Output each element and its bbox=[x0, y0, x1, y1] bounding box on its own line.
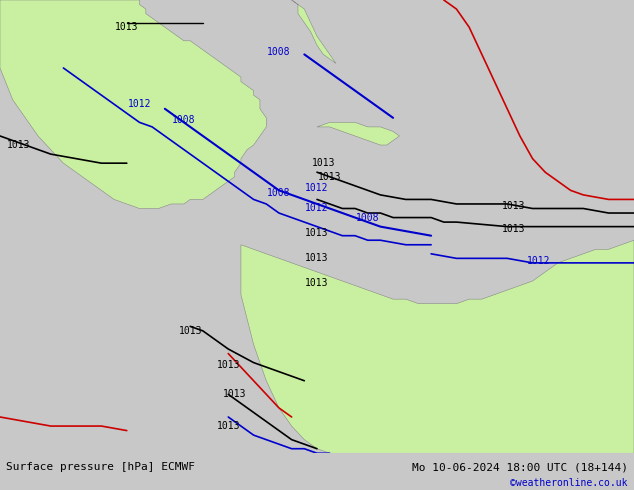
Polygon shape bbox=[317, 122, 399, 145]
Text: 1013: 1013 bbox=[501, 201, 526, 211]
Text: 1008: 1008 bbox=[267, 47, 291, 57]
Text: 1013: 1013 bbox=[223, 390, 247, 399]
Text: ©weatheronline.co.uk: ©weatheronline.co.uk bbox=[510, 478, 628, 488]
Text: 1013: 1013 bbox=[305, 228, 329, 239]
Text: 1008: 1008 bbox=[356, 213, 380, 222]
Text: 1013: 1013 bbox=[7, 140, 31, 150]
Text: 1013: 1013 bbox=[216, 421, 240, 431]
Text: 1013: 1013 bbox=[305, 278, 329, 288]
Text: 1012: 1012 bbox=[127, 99, 152, 109]
Text: 1012: 1012 bbox=[527, 256, 551, 266]
Text: 1012: 1012 bbox=[305, 203, 329, 214]
Polygon shape bbox=[0, 0, 266, 209]
Text: Surface pressure [hPa] ECMWF: Surface pressure [hPa] ECMWF bbox=[6, 463, 195, 472]
Text: 1013: 1013 bbox=[216, 360, 240, 370]
Text: Mo 10-06-2024 18:00 UTC (18+144): Mo 10-06-2024 18:00 UTC (18+144) bbox=[411, 463, 628, 472]
Text: 1013: 1013 bbox=[501, 224, 526, 234]
Text: 1012: 1012 bbox=[305, 183, 329, 193]
Text: 1008: 1008 bbox=[267, 188, 291, 197]
Text: 1013: 1013 bbox=[318, 172, 342, 182]
Polygon shape bbox=[292, 0, 336, 64]
Text: 1013: 1013 bbox=[178, 326, 202, 336]
Text: 1013: 1013 bbox=[115, 22, 139, 32]
Text: 1013: 1013 bbox=[305, 253, 329, 263]
Text: 1008: 1008 bbox=[172, 115, 196, 125]
Polygon shape bbox=[241, 240, 634, 453]
Text: 1013: 1013 bbox=[311, 158, 335, 168]
